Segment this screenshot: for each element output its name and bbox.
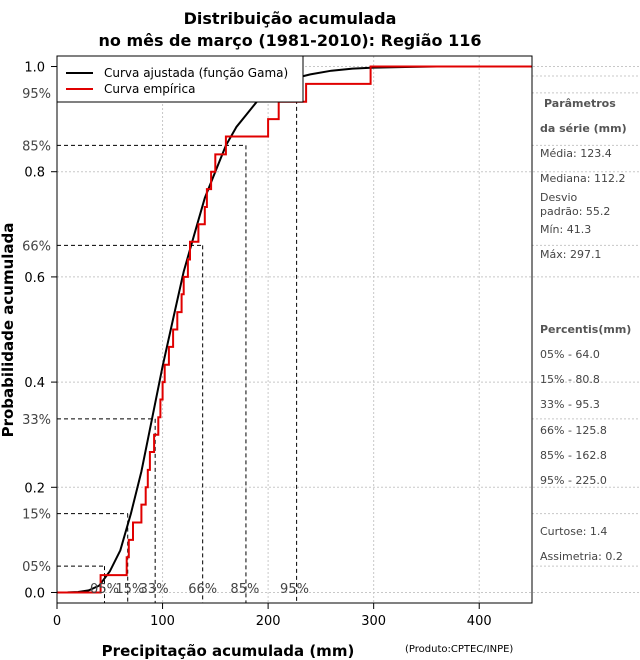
x-axis-label: Precipitação acumulada (mm) (102, 642, 355, 660)
fitted-gamma-curve (56, 65, 474, 594)
x-tick-label: 100 (150, 614, 175, 629)
x-tick-label: 300 (361, 614, 386, 629)
y-tick-label: 1.0 (24, 61, 45, 76)
percentile-y-labels: 05% 15% 33% 66% 85% 95% (22, 87, 51, 575)
percentile-x-label: 85% (230, 582, 259, 597)
x-tick-label: 200 (256, 614, 281, 629)
percentile-y-label: 05% (22, 560, 51, 575)
y-axis-ticks: 0.0 0.2 0.4 0.6 0.8 1.0 (24, 61, 57, 601)
param-desvio-padrao: padrão: 55.2 (540, 205, 610, 218)
y-tick-label: 0.0 (24, 586, 45, 601)
x-tick-label: 0 (53, 614, 61, 629)
y-tick-label: 0.2 (24, 481, 45, 496)
percentiles-heading: Percentis(mm) (540, 323, 631, 336)
legend-label-fitted: Curva ajustada (função Gama) (104, 66, 288, 80)
percentile-x-label: 05% (90, 582, 119, 597)
curtose: Curtose: 1.4 (540, 525, 607, 538)
percentile-x-label: 15% (115, 582, 144, 597)
params-heading-1: Parâmetros (544, 97, 616, 110)
product-credit: (Produto:CPTEC/INPE) (405, 644, 513, 655)
empirical-step-curve (57, 65, 532, 594)
series-lines (56, 65, 532, 594)
chart-title-line-2: no mês de março (1981-2010): Região 116 (98, 31, 481, 50)
percentile-33: 33% - 95.3 (540, 398, 600, 411)
params-heading-2: da série (mm) (540, 122, 627, 135)
percentile-05: 05% - 64.0 (540, 348, 600, 361)
y-axis-label: Probabilidade acumulada (0, 223, 17, 438)
percentile-y-label: 15% (22, 508, 51, 523)
percentile-66: 66% - 125.8 (540, 424, 607, 437)
percentile-x-label: 66% (188, 582, 217, 597)
percentile-15: 15% - 80.8 (540, 373, 600, 386)
x-axis-ticks: 0 100 200 300 400 (53, 603, 492, 629)
param-min: Mín: 41.3 (540, 223, 591, 236)
y-tick-label: 0.8 (24, 166, 45, 181)
stats-sidebar: Parâmetros da série (mm) Média: 123.4 Me… (540, 97, 631, 563)
percentile-y-label: 33% (22, 413, 51, 428)
y-tick-label: 0.6 (24, 271, 45, 286)
param-media: Média: 123.4 (540, 147, 612, 160)
legend-box (56, 55, 304, 103)
percentile-x-label: 95% (280, 582, 309, 597)
param-mediana: Mediana: 112.2 (540, 172, 625, 185)
y-tick-label: 0.4 (24, 376, 45, 391)
percentile-y-label: 66% (22, 239, 51, 254)
percentile-y-label: 85% (22, 139, 51, 154)
param-max: Máx: 297.1 (540, 248, 601, 261)
assimetria: Assimetria: 0.2 (540, 550, 623, 563)
legend-label-empirical: Curva empírica (104, 82, 195, 96)
chart-title-line-1: Distribuição acumulada (184, 9, 397, 28)
percentile-95: 95% - 225.0 (540, 474, 607, 487)
percentile-x-labels: 05%15%33% 66% 85% 95% (90, 582, 309, 597)
x-tick-label: 400 (467, 614, 492, 629)
percentile-85: 85% - 162.8 (540, 449, 607, 462)
percentile-guides (57, 92, 298, 603)
legend: Curva ajustada (função Gama) Curva empír… (56, 55, 304, 103)
percentile-y-label: 95% (22, 87, 51, 102)
percentile-x-label: 33% (140, 582, 169, 597)
param-desvio: Desvio (540, 191, 578, 204)
